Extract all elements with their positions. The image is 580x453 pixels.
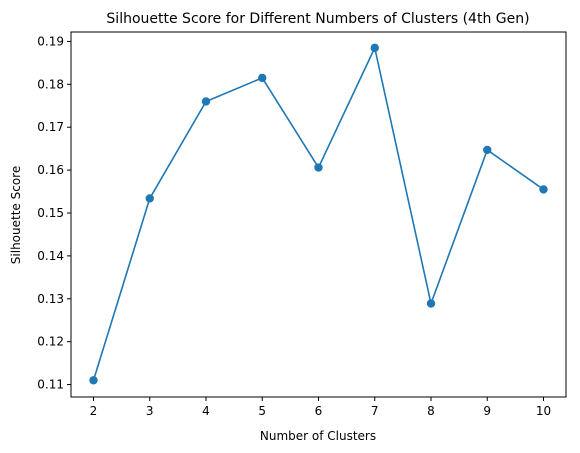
y-axis-ticks: 0.11 0.12 0.13 0.14 0.15 0.16 0.17 0.18 0.19 bbox=[37, 34, 71, 392]
x-tick-label: 7 bbox=[371, 404, 379, 418]
x-tick-label: 4 bbox=[202, 404, 210, 418]
data-point bbox=[539, 185, 548, 194]
y-tick-label: 0.13 bbox=[37, 292, 64, 306]
series-line bbox=[92, 47, 544, 381]
y-tick-label: 0.12 bbox=[37, 335, 64, 349]
data-point bbox=[314, 163, 323, 172]
data-point bbox=[89, 376, 98, 385]
data-point bbox=[426, 299, 436, 308]
y-tick-label: 0.18 bbox=[37, 77, 64, 91]
x-axis-ticks: 2 3 4 5 6 7 8 9 10 bbox=[90, 397, 551, 418]
data-point bbox=[258, 73, 267, 83]
series-layer bbox=[89, 43, 548, 385]
x-tick-label: 6 bbox=[315, 404, 323, 418]
y-tick-label: 0.11 bbox=[37, 378, 64, 392]
plot-frame bbox=[70, 31, 567, 398]
data-point bbox=[201, 97, 211, 106]
y-tick-label: 0.17 bbox=[37, 120, 64, 134]
x-tick-label: 3 bbox=[146, 404, 154, 418]
chart-title: Silhouette Score for Different Numbers o… bbox=[106, 11, 529, 27]
y-tick-label: 0.14 bbox=[37, 249, 64, 263]
x-tick-label: 9 bbox=[483, 404, 491, 418]
y-tick-label: 0.16 bbox=[37, 163, 64, 177]
x-tick-label: 8 bbox=[427, 404, 435, 418]
x-tick-label: 5 bbox=[258, 404, 266, 418]
y-tick-label: 0.19 bbox=[37, 34, 64, 48]
y-axis-label: Silhouette Score bbox=[9, 166, 23, 264]
data-point bbox=[483, 145, 492, 155]
x-axis-label: Number of Clusters bbox=[260, 429, 376, 443]
x-tick-label: 2 bbox=[90, 404, 98, 418]
y-tick-label: 0.15 bbox=[37, 206, 64, 220]
data-point bbox=[145, 194, 154, 203]
data-point bbox=[370, 43, 379, 53]
x-tick-label: 10 bbox=[536, 404, 551, 418]
